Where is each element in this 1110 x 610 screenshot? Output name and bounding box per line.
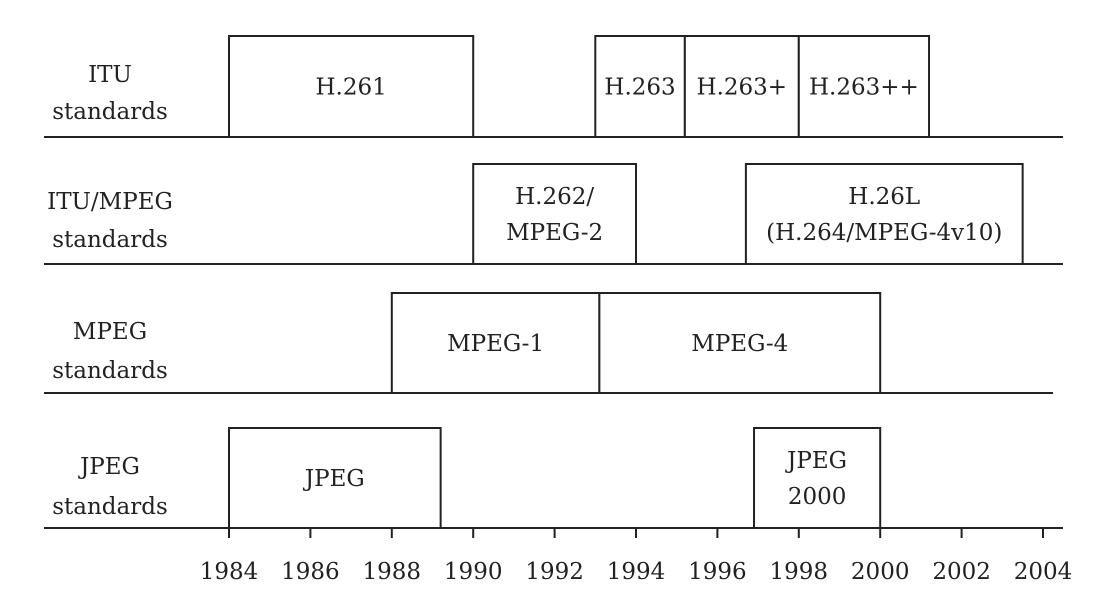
standard-box — [390, 292, 601, 394]
standard-label: H.263++ — [809, 75, 919, 101]
row-label: standards — [52, 358, 168, 384]
row-label: standards — [52, 99, 168, 125]
standard-box — [594, 35, 686, 138]
standard-label: MPEG-2 — [506, 220, 603, 246]
standard-box — [744, 163, 1024, 265]
axis-tick-label: 1988 — [363, 559, 422, 585]
standard-label: MPEG-1 — [447, 331, 544, 357]
standard-label: 2000 — [788, 484, 847, 510]
standard-label: JPEG — [303, 466, 365, 492]
row-label: standards — [52, 494, 168, 520]
axis-tick-label: 1992 — [525, 559, 584, 585]
axis-tick-label: 1996 — [688, 559, 747, 585]
axis-tick-label: 2000 — [851, 559, 910, 585]
row-label: ITU/MPEG — [47, 189, 173, 215]
standard-box — [472, 163, 638, 265]
axis-tick-label: 1984 — [200, 559, 259, 585]
axis-tick-label: 1998 — [770, 559, 829, 585]
standard-label: H.263 — [604, 75, 675, 101]
row-label: JPEG — [78, 454, 140, 480]
axis-tick-label: 1994 — [607, 559, 666, 585]
standard-box — [598, 292, 882, 394]
standard-box — [228, 35, 475, 138]
standard-box — [753, 427, 882, 529]
axis-tick-label: 2004 — [1014, 559, 1073, 585]
standard-label: H.26L — [848, 184, 920, 210]
row-label: MPEG — [73, 319, 147, 345]
standard-box — [797, 35, 931, 138]
standard-label: MPEG-4 — [691, 331, 788, 357]
axis-tick-label: 1986 — [281, 559, 340, 585]
standard-label: H.262/ — [515, 184, 594, 210]
axis-tick-label: 2002 — [932, 559, 991, 585]
axis-tick-label: 1990 — [444, 559, 503, 585]
standard-label: H.263+ — [697, 75, 788, 101]
standard-label: H.261 — [315, 75, 386, 101]
standard-box — [683, 35, 800, 138]
standard-label: JPEG — [785, 448, 847, 474]
row-label: ITU — [88, 62, 132, 88]
row-label: standards — [52, 227, 168, 253]
standard-label: (H.264/MPEG-4v10) — [766, 220, 1002, 246]
standard-box — [228, 427, 442, 529]
